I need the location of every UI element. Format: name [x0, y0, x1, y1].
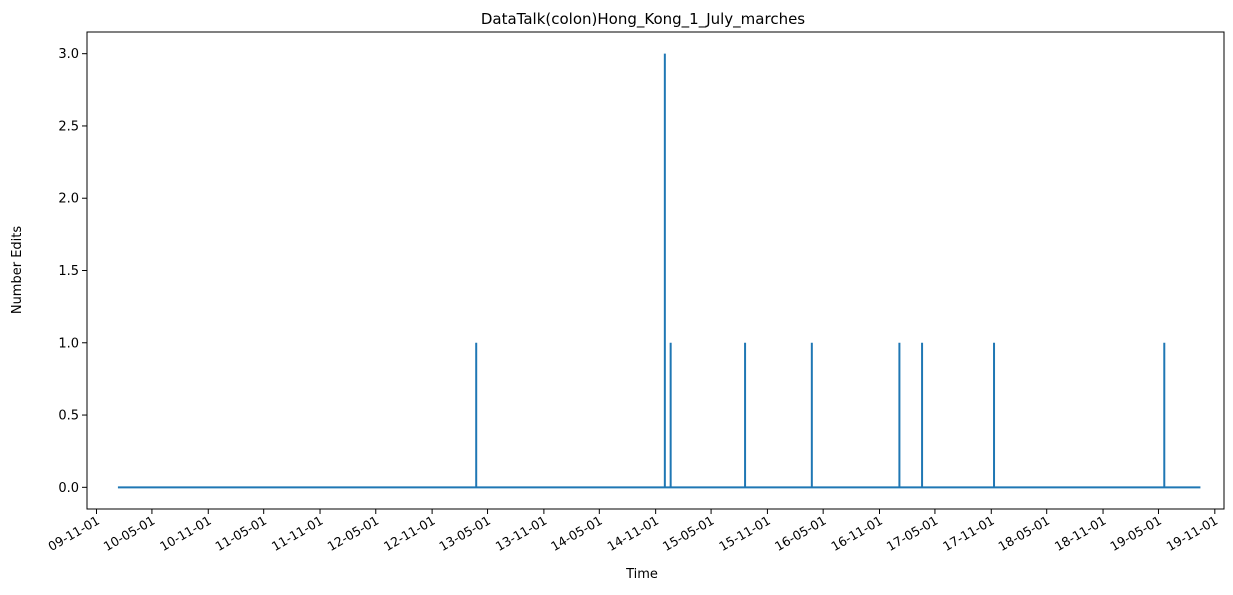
x-tick-label: 13-11-01 [493, 513, 550, 554]
x-tick-label: 19-11-01 [1164, 513, 1221, 554]
x-tick-label: 17-11-01 [940, 513, 997, 554]
x-tick-label: 10-05-01 [101, 513, 158, 554]
x-tick-label: 14-05-01 [548, 513, 605, 554]
y-axis-label: Number Edits [10, 226, 25, 315]
x-tick-label: 19-05-01 [1107, 513, 1164, 554]
y-tick-label: 1.5 [58, 264, 79, 279]
x-tick-label: 17-05-01 [884, 513, 941, 554]
x-tick-label: 15-05-01 [660, 513, 717, 554]
x-tick-label: 09-11-01 [45, 513, 102, 554]
y-tick-label: 3.0 [58, 47, 79, 62]
x-tick-label: 14-11-01 [605, 513, 662, 554]
y-tick-label: 0.5 [58, 409, 79, 424]
x-tick-label: 11-05-01 [213, 513, 270, 554]
y-tick-label: 2.0 [58, 192, 79, 207]
y-tick-label: 0.0 [58, 481, 79, 496]
x-tick-label: 16-11-01 [828, 513, 885, 554]
y-tick-label: 1.0 [58, 336, 79, 351]
x-tick-label: 10-11-01 [157, 513, 214, 554]
x-tick-label: 13-05-01 [436, 513, 493, 554]
plot-frame [86, 31, 1225, 510]
x-tick-label: 16-05-01 [772, 513, 829, 554]
x-axis-label: Time [625, 567, 658, 582]
x-tick-label: 11-11-01 [269, 513, 326, 554]
y-tick-label: 2.5 [58, 119, 79, 134]
x-tick-label: 18-11-01 [1052, 513, 1109, 554]
x-tick-label: 18-05-01 [996, 513, 1053, 554]
chart-title: DataTalk(colon)Hong_Kong_1_July_marches [481, 10, 805, 29]
x-tick-label: 12-11-01 [381, 513, 438, 554]
x-tick-label: 15-11-01 [716, 513, 773, 554]
x-tick-label: 12-05-01 [325, 513, 382, 554]
